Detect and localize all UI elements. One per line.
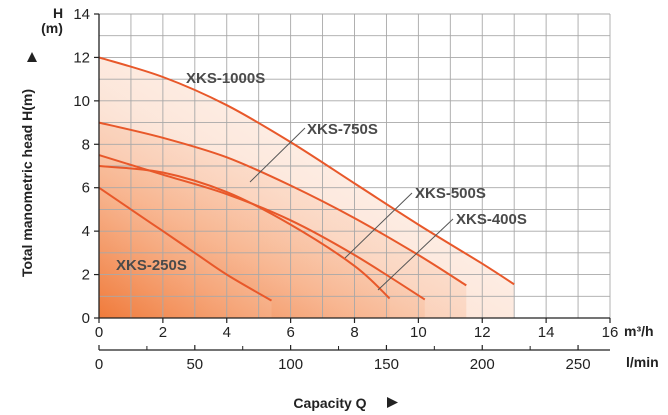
- xks-400s-leader: [377, 218, 454, 291]
- x2-tick-label: 200: [470, 356, 495, 373]
- x-unit-m3h: m³/h: [624, 323, 654, 339]
- y-tick-label: 12: [73, 49, 90, 66]
- x2-tick-label: 100: [278, 356, 303, 373]
- xks-500s-label: XKS-500S: [415, 185, 486, 202]
- y-tick-label: 2: [82, 267, 90, 284]
- x2-tick-label: 50: [186, 356, 203, 373]
- grid-lines: [99, 13, 611, 318]
- y-tick-label: 4: [82, 223, 90, 240]
- y-tick-label: 14: [73, 6, 90, 23]
- xks-750s-curve: [98, 121, 467, 287]
- x2-tick-label: 150: [374, 356, 399, 373]
- y-unit-m: (m): [41, 20, 63, 36]
- x-axis-title-arrow: [387, 397, 398, 408]
- x2-unit-lmin: l/min: [626, 354, 659, 370]
- x-tick-label: 12: [474, 324, 491, 341]
- x-tick-label: 4: [223, 324, 231, 341]
- y-unit-h: H: [53, 5, 63, 21]
- x-tick-label: 14: [538, 324, 555, 341]
- series-labels: XKS-1000S XKS-750S XKS-500S XKS-400S XKS-250…: [116, 70, 527, 274]
- x2-tick-label: 250: [566, 356, 591, 373]
- x-tick-label: 8: [350, 324, 358, 341]
- pump-curves: [98, 56, 515, 302]
- y-tick-label: 10: [73, 93, 90, 110]
- x-tick-label: 2: [159, 324, 167, 341]
- x-tick-label: 0: [95, 324, 103, 341]
- axes: [94, 13, 611, 351]
- y-tick-label: 6: [82, 180, 90, 197]
- xks-400s-label: XKS-400S: [456, 211, 527, 228]
- xks-250s-curve: [98, 186, 272, 302]
- xks-750s-leader: [249, 127, 306, 183]
- y-axis-title: Total manometric head H(m): [19, 89, 35, 277]
- xks-400s-curve: [98, 165, 391, 300]
- y-tick-label: 8: [82, 136, 90, 153]
- xks-250s-label: XKS-250S: [116, 257, 187, 274]
- y-tick-label: 0: [82, 310, 90, 327]
- x-axis-title: Capacity Q: [293, 395, 366, 411]
- y-axis-title-arrow: [27, 52, 37, 62]
- xks-750s-label: XKS-750S: [307, 121, 378, 138]
- tick-labels: 0 2 4 6 8 10 12 14 16 0 2 4 6 8 10 12 14 0 50 100 150 200 250: [73, 6, 618, 373]
- x-tick-label: 6: [286, 324, 294, 341]
- x-tick-label: 10: [410, 324, 427, 341]
- x2-tick-label: 0: [95, 356, 103, 373]
- xks-1000s-label: XKS-1000S: [186, 70, 265, 87]
- xks-500s-leader: [344, 192, 413, 259]
- x-tick-label: 16: [602, 324, 619, 341]
- xks-1000s-curve: [98, 56, 515, 286]
- label-leader-lines: [249, 127, 454, 291]
